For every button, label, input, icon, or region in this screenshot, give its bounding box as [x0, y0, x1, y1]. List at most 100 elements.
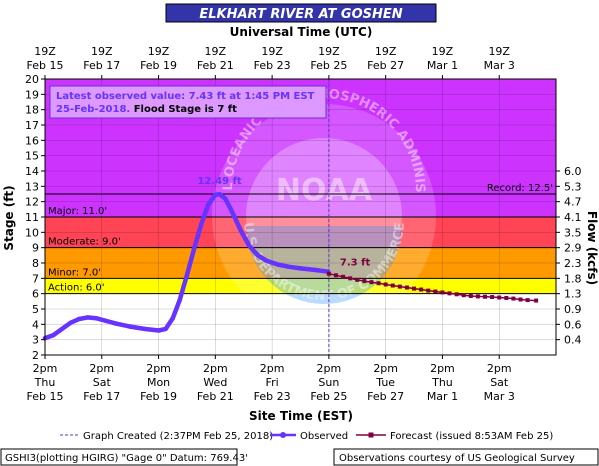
x-tick-date: Feb 17 — [83, 390, 120, 403]
observed-point — [142, 326, 147, 332]
forecast-point — [525, 298, 530, 303]
legend-forecast-marker — [368, 432, 374, 438]
observed-point — [127, 324, 133, 329]
forecast-point — [447, 291, 452, 296]
forecast-point — [433, 289, 438, 294]
x-tick-date: Mar 1 — [427, 390, 458, 403]
legend-created-label: Graph Created (2:37PM Feb 25, 2018) — [83, 431, 273, 442]
flow-tick-label: 0.4 — [564, 334, 582, 347]
x-tick-day: Thu — [431, 376, 453, 389]
title-bar — [165, 3, 437, 23]
observed-point — [206, 202, 211, 207]
observed-point — [102, 318, 107, 323]
forecast-point — [404, 285, 409, 290]
flow-tick-label: 1.8 — [564, 272, 582, 285]
band-minor — [45, 247, 556, 279]
top-tick-time: 19Z — [148, 45, 170, 58]
forecast-point — [376, 281, 381, 286]
forecast-point — [511, 296, 516, 301]
forecast-point — [419, 287, 424, 292]
footer-right-box — [333, 448, 599, 466]
y-tick-label: 3 — [32, 334, 39, 347]
forecast-point — [518, 297, 523, 302]
category-label-major: Major: 11.0' — [48, 206, 107, 217]
top-axis-title: Universal Time (UTC) — [230, 25, 373, 39]
top-tick-date: Feb 25 — [310, 59, 347, 72]
info-line-1: Latest observed value: 7.43 ft at 1:45 P… — [56, 91, 315, 102]
x-tick-day: Thu — [34, 376, 56, 389]
watermark-center-text: NOAA — [276, 173, 373, 208]
top-tick-time: 19Z — [91, 45, 113, 58]
x-tick-day: Sat — [93, 376, 112, 389]
y-tick-label: 18 — [25, 104, 39, 117]
top-tick-time: 19Z — [261, 45, 283, 58]
x-tick-date: Feb 23 — [254, 390, 291, 403]
category-label-minor: Minor: 7.0' — [48, 267, 101, 278]
forecast-point — [534, 298, 539, 303]
observed-point — [298, 266, 303, 271]
legend-observed-label: Observed — [300, 431, 348, 442]
x-tick-day: Sat — [490, 376, 509, 389]
x-tick-time: 2pm — [33, 362, 58, 375]
y-tick-label: 9 — [32, 242, 39, 255]
y-tick-label: 11 — [25, 211, 39, 224]
observed-point — [191, 247, 197, 252]
observed-point — [275, 262, 280, 267]
footer-credit-text: Observations courtesy of US Geological S… — [339, 453, 575, 464]
observed-point — [184, 273, 190, 278]
flow-tick-label: 4.7 — [564, 196, 582, 209]
y-tick-label: 6 — [32, 288, 39, 301]
observed-point — [198, 222, 204, 227]
observed-point — [76, 316, 82, 322]
latest-value-box: Latest observed value: 7.43 ft at 1:45 P… — [49, 85, 327, 119]
x-tick-date: Feb 27 — [367, 390, 404, 403]
flow-tick-label: 3.5 — [564, 226, 582, 239]
category-label-moderate: Moderate: 9.0' — [48, 237, 121, 248]
x-tick-day: Tue — [375, 376, 395, 389]
bottom-axis-title: Site Time (EST) — [249, 409, 353, 423]
x-tick-day: Sun — [318, 376, 339, 389]
x-tick-time: 2pm — [373, 362, 398, 375]
forecast-point — [390, 283, 395, 288]
x-tick-date: Feb 21 — [197, 390, 234, 403]
x-tick-day: Mon — [147, 376, 170, 389]
forecast-point — [504, 295, 509, 300]
y-tick-label: 17 — [25, 119, 39, 132]
axes-layer: 2 3 4 5 6 7 8 9 10 11 12 13 14 15 16 17 18 19 20 0.4 0.6 0.9 1… — [25, 45, 582, 403]
observed-point — [170, 316, 175, 321]
forecast-point — [348, 276, 353, 281]
flow-tick-label: 4.1 — [564, 211, 582, 224]
category-label-action: Action: 6.0' — [48, 283, 105, 294]
left-axis-title: Stage (ft) — [2, 185, 16, 250]
forecast-point — [397, 284, 402, 289]
top-tick-time: 19Z — [432, 45, 454, 58]
flow-tick-label: 1.3 — [564, 288, 582, 301]
record-label: Record: 12.5' — [487, 183, 553, 194]
y-tick-label: 2 — [32, 349, 39, 362]
forecast-point — [341, 274, 346, 279]
y-tick-label: 5 — [32, 303, 39, 316]
forecast-point — [333, 273, 338, 278]
observed-point — [223, 196, 228, 201]
annotation-label: 7.3 ft — [340, 258, 371, 269]
flow-tick-label: 6.0 — [564, 165, 582, 178]
top-tick-time: 19Z — [34, 45, 56, 58]
forecast-point — [426, 288, 431, 293]
annotation-layer: 12.49 ft 7.3 ft — [197, 176, 370, 269]
forecast-point — [468, 293, 473, 298]
observed-point — [68, 320, 73, 325]
top-tick-time: 19Z — [205, 45, 227, 58]
info-line-2: 25-Feb-2018. Flood Stage is 7 ft — [56, 104, 237, 115]
x-tick-time: 2pm — [89, 362, 114, 375]
x-tick-time: 2pm — [260, 362, 285, 375]
top-tick-date: Feb 21 — [197, 59, 234, 72]
flow-tick-label: 0.6 — [564, 318, 582, 331]
observed-point — [264, 258, 269, 263]
forecast-point — [483, 294, 488, 299]
forecast-point — [440, 290, 445, 295]
y-tick-label: 14 — [25, 165, 39, 178]
flow-tick-label: 0.9 — [564, 303, 582, 316]
observed-point — [286, 264, 292, 270]
top-tick-date: Mar 3 — [484, 59, 515, 72]
